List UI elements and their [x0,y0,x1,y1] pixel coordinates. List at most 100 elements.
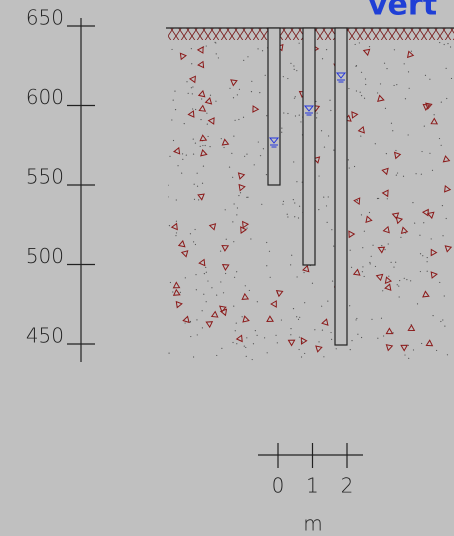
soil-dot [381,318,382,319]
soil-dot [244,156,245,157]
soil-dot [177,165,178,166]
soil-dot [186,155,187,156]
soil-dot [237,207,238,208]
soil-dot [295,115,296,116]
soil-dot [442,319,443,320]
soil-dot [287,216,288,217]
soil-dot [243,60,244,61]
soil-dot [220,251,221,252]
soil-dot [439,282,440,283]
soil-dot [240,192,241,193]
soil-dot [432,315,433,316]
soil-dot [239,89,240,90]
soil-dot [397,284,398,285]
soil-dot [316,117,317,118]
soil-dot [195,143,196,144]
soil-dot [391,262,392,263]
soil-dot [236,271,237,272]
soil-dot [194,184,195,185]
soil-dot [361,337,362,338]
soil-dot [442,205,443,206]
soil-dot [192,108,193,109]
soil-dot [328,196,329,197]
soil-dot [361,72,362,73]
soil-dot [356,65,357,66]
soil-dot [195,109,196,110]
soil-dot [422,255,423,256]
soil-dot [318,341,319,342]
soil-dot [361,95,362,96]
soil-dot [429,153,430,154]
soil-dot [200,119,201,120]
soil-dot [297,276,298,277]
soil-dot [377,198,378,199]
soil-dot [290,63,291,64]
soil-dot [427,257,428,258]
soil-dot [357,334,358,335]
soil-dot [293,65,294,66]
soil-dot [332,280,333,281]
tick-label: 600 [26,85,64,109]
soil-dot [420,271,421,272]
hatch [315,28,335,40]
soil-dot [252,359,253,360]
soil-dot [225,273,226,274]
soil-dot [283,76,284,77]
soil-dot [381,245,382,246]
soil-dot [298,319,299,320]
soil-dot [216,295,217,296]
soil-dot [180,292,181,293]
soil-dot [404,278,405,279]
soil-dot [198,199,199,200]
soil-dot [354,166,355,167]
soil-dot [226,239,227,240]
soil-dot [330,332,331,333]
soil-dot [207,124,208,125]
tick-label: 500 [26,244,64,268]
soil-dot [216,53,217,54]
pipe [303,28,315,265]
soil-dot [312,283,313,284]
soil-dot [245,285,246,286]
soil-dot [336,348,337,349]
soil-dot [417,303,418,304]
pipe [335,28,347,345]
soil-dot [202,145,203,146]
soil-dot [192,93,193,94]
soil-dot [299,115,300,116]
soil-dot [393,85,394,86]
soil-dot [260,155,261,156]
soil-dot [447,354,448,355]
soil-dot [172,291,173,292]
soil-dot [350,250,351,251]
soil-dot [261,204,262,205]
soil-dot [188,93,189,94]
soil-dot [408,134,409,135]
soil-dot [233,306,234,307]
soil-dot [441,102,442,103]
soil-dot [397,172,398,173]
soil-dot [184,123,185,124]
soil-dot [232,342,233,343]
hatch [347,28,454,40]
soil-dot [436,350,437,351]
soil-dot [193,241,194,242]
soil-dot [205,145,206,146]
soil-dot [245,347,246,348]
soil-dot [236,343,237,344]
soil-dot [207,136,208,137]
soil-dot [327,222,328,223]
soil-dot [327,301,328,302]
soil-dot [237,94,238,95]
soil-dot [396,84,397,85]
soil-dot [295,96,296,97]
soil-dot [361,214,362,215]
soil-dot [415,173,416,174]
soil-dot [176,199,177,200]
diagram: vert 650600550500450 012 m [0,0,454,536]
soil-dot [348,88,349,89]
soil-dot [421,151,422,152]
soil-dot [400,237,401,238]
soil-dot [446,218,447,219]
soil-dot [233,241,234,242]
